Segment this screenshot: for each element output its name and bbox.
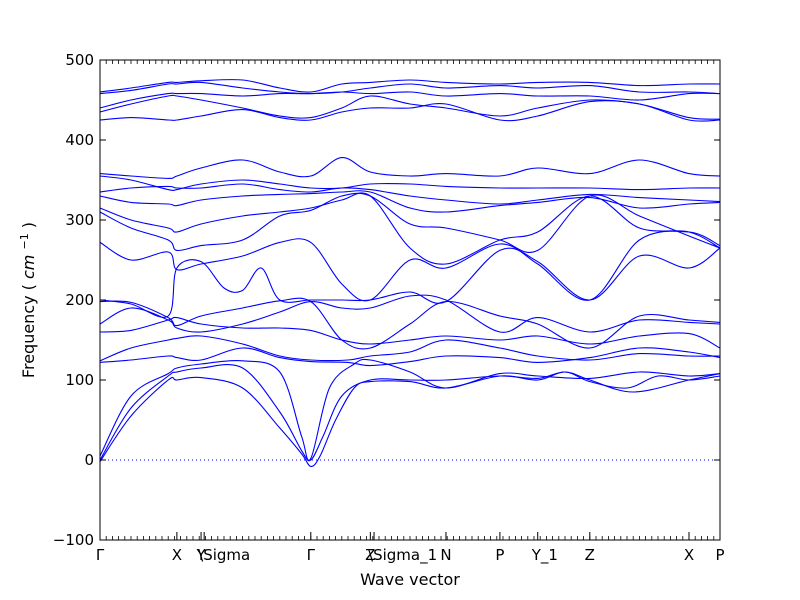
band-line-17 — [99, 100, 721, 122]
x-tick-label: Z — [585, 546, 595, 564]
band-line-4 — [99, 347, 721, 367]
x-tick-label: P — [715, 546, 724, 564]
y-tick-label: 500 — [65, 51, 94, 69]
band-line-10 — [99, 230, 721, 302]
x-tick-label: Y — [195, 546, 206, 564]
band-line-16 — [99, 157, 721, 179]
y-axis-label-close: ) — [19, 222, 38, 228]
y-axis-label-exponent: −1 — [18, 233, 31, 249]
x-axis: Γ X Y\Sigma Γ Z\Sigma_1 N P Y_1 Z X P — [96, 60, 725, 565]
band-line-13 — [99, 190, 721, 213]
band-line-8 — [99, 297, 721, 350]
band-line-15 — [99, 175, 721, 192]
band-line-20 — [99, 81, 721, 95]
plot-frame — [99, 59, 721, 541]
y-tick-label: 300 — [65, 211, 94, 229]
x-tick-label: Y_1 — [531, 546, 558, 565]
y-tick-label: 0 — [84, 451, 94, 469]
band-line-2 — [99, 364, 721, 462]
band-line-11 — [99, 192, 721, 253]
y-axis-label-open: ( — [19, 284, 38, 290]
band-line-12 — [99, 192, 721, 265]
band-line-3 — [99, 358, 721, 461]
band-line-9 — [99, 247, 721, 318]
y-tick-label: 200 — [65, 291, 94, 309]
band-line-7 — [99, 294, 721, 333]
x-tick-label: X — [684, 546, 694, 564]
band-line-19 — [99, 91, 721, 109]
x-tick-label: Γ — [307, 546, 316, 564]
band-line-18 — [99, 94, 721, 120]
y-tick-label: 400 — [65, 131, 94, 149]
x-tick-label: \Sigma — [198, 546, 250, 564]
y-axis-label-unit: cm — [19, 255, 38, 279]
y-axis-label: Frequency ( cm −1 ) — [13, 222, 38, 378]
band-line-14 — [99, 183, 721, 205]
band-line-1 — [99, 371, 721, 467]
y-axis-label-text: Frequency — [19, 295, 38, 378]
plot-area — [99, 79, 721, 467]
y-axis: −100 0 100 200 300 400 500 — [53, 51, 720, 549]
y-tick-label: 100 — [65, 371, 94, 389]
x-tick-label: P — [495, 546, 504, 564]
band-line-6 — [99, 316, 721, 349]
band-line-21 — [99, 79, 721, 93]
x-tick-label: \Sigma_1 — [368, 546, 437, 565]
x-tick-label: X — [172, 546, 182, 564]
x-tick-label: Γ — [96, 546, 105, 564]
y-tick-label: −100 — [53, 531, 94, 549]
x-axis-label: Wave vector — [360, 570, 460, 589]
band-line-5 — [99, 335, 721, 362]
x-tick-label: N — [440, 546, 451, 564]
x-tick-label: Z — [365, 546, 375, 564]
